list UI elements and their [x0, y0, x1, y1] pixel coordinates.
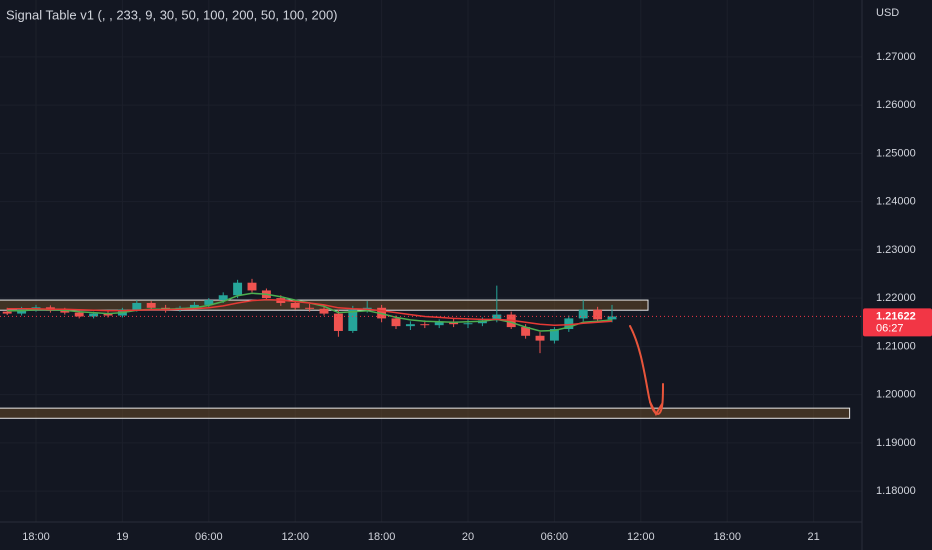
candle-body [549, 329, 559, 341]
candle-body [204, 300, 214, 305]
candle-body [132, 302, 142, 310]
zone [0, 407, 851, 419]
x-tick-label: 18:00 [368, 531, 396, 543]
candle-body [348, 309, 358, 331]
y-tick-label: 1.24000 [876, 196, 916, 208]
y-tick-label: 1.22000 [876, 292, 916, 304]
y-tick-label: 1.21000 [876, 340, 916, 352]
currency: USD [876, 7, 899, 19]
x-tick-label: 19 [116, 531, 128, 543]
x-tick-label: 12:00 [281, 531, 309, 543]
candle-body [434, 322, 444, 326]
countdown-label: 06:27 [876, 322, 904, 334]
candle-body [103, 313, 113, 316]
candle-body [319, 308, 329, 314]
candle-body [2, 311, 12, 314]
x-tick-label: 12:00 [627, 531, 655, 543]
candle-body [189, 304, 199, 308]
arrow-head [649, 401, 663, 417]
y-tick-label: 1.20000 [876, 389, 916, 401]
candle-body [218, 295, 228, 301]
plot [0, 278, 862, 354]
candle-body [535, 335, 545, 341]
last-price-box [863, 308, 932, 337]
candle-body [420, 324, 430, 326]
candle-body [290, 302, 300, 308]
y-tick-label: 1.18000 [876, 485, 916, 497]
candle-body [593, 309, 603, 320]
y-tick-label: 1.23000 [876, 244, 916, 256]
x-tick-label: 18:00 [713, 531, 741, 543]
candle-body [146, 302, 156, 308]
candle-body [521, 327, 531, 336]
candle-body [31, 307, 41, 309]
candle-body [607, 316, 617, 320]
x-tick-label: 06:00 [541, 531, 569, 543]
candle-body [333, 313, 343, 331]
y-tick-label: 1.25000 [876, 147, 916, 159]
candle-body [449, 322, 459, 325]
x-tick-label: 18:00 [22, 531, 50, 543]
candle-body [391, 318, 401, 327]
last-price-label: 1.21622 [876, 310, 916, 322]
candle-body [578, 309, 588, 319]
candle-body [233, 282, 243, 296]
axes: 1.27000 1.26000 1.25000 1.24000 1.23000 1.220… [22, 51, 932, 543]
candle-body [60, 310, 70, 313]
candle-body [74, 312, 84, 317]
x-tick-label: 21 [807, 531, 819, 543]
candle-body [305, 307, 315, 309]
moving-average [7, 298, 613, 326]
candle-body [89, 313, 99, 317]
y-tick-label: 1.27000 [876, 51, 916, 63]
y-tick-label: 1.19000 [876, 437, 916, 449]
candle-body [492, 314, 502, 321]
candle-body [247, 282, 257, 291]
grid [0, 0, 862, 522]
x-tick-label: 20 [462, 531, 474, 543]
x-tick-label: 06:00 [195, 531, 223, 543]
candle-body [405, 324, 415, 327]
y-tick-label: 1.26000 [876, 99, 916, 111]
candle-body [564, 318, 574, 330]
candle-body [463, 323, 473, 325]
indicator-title: Signal Table v1 (, , 233, 9, 30, 50, 100… [6, 7, 338, 22]
